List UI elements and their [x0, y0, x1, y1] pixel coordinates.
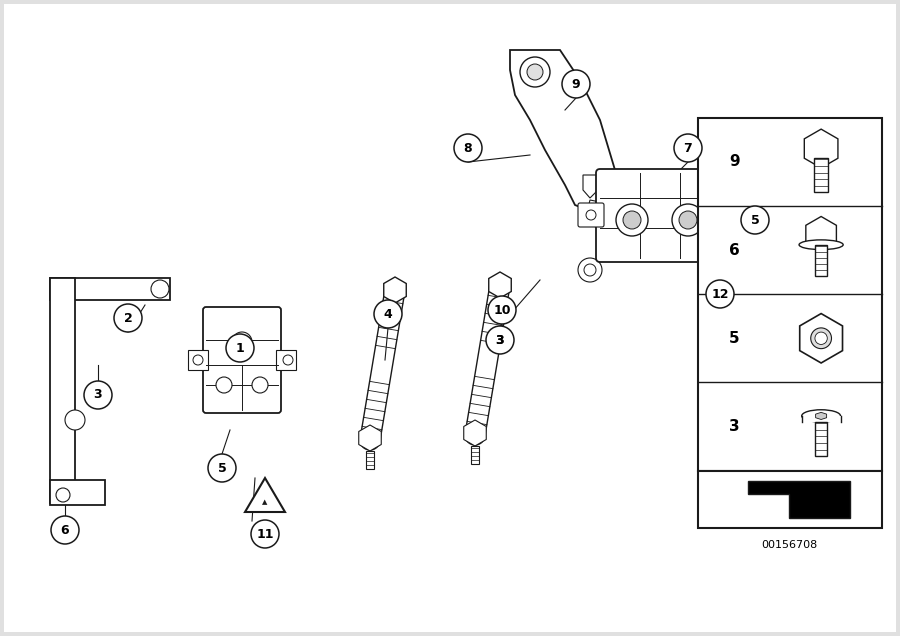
- Text: 9: 9: [572, 78, 580, 90]
- Polygon shape: [748, 481, 850, 518]
- Ellipse shape: [799, 240, 843, 249]
- Circle shape: [465, 425, 485, 445]
- Circle shape: [151, 280, 169, 298]
- Text: 11: 11: [256, 527, 274, 541]
- Polygon shape: [464, 420, 486, 446]
- Circle shape: [584, 264, 596, 276]
- Text: 5: 5: [218, 462, 227, 474]
- Circle shape: [672, 204, 704, 236]
- Bar: [188, 350, 208, 370]
- Circle shape: [252, 377, 268, 393]
- Text: 10: 10: [493, 303, 511, 317]
- Circle shape: [208, 454, 236, 482]
- Circle shape: [216, 377, 232, 393]
- Text: 3: 3: [94, 389, 103, 401]
- Circle shape: [226, 334, 254, 362]
- Circle shape: [454, 134, 482, 162]
- Polygon shape: [489, 272, 511, 298]
- Polygon shape: [800, 314, 842, 363]
- Circle shape: [562, 70, 590, 98]
- Circle shape: [486, 326, 514, 354]
- Bar: [471, 446, 479, 464]
- Circle shape: [488, 296, 516, 324]
- Text: 6: 6: [60, 523, 69, 537]
- Text: 3: 3: [496, 333, 504, 347]
- Circle shape: [586, 210, 596, 220]
- Circle shape: [65, 410, 85, 430]
- Polygon shape: [583, 175, 598, 198]
- Circle shape: [193, 355, 203, 365]
- Bar: [814, 158, 829, 192]
- Text: ▲: ▲: [717, 295, 723, 301]
- Bar: [50, 278, 75, 503]
- Text: 4: 4: [383, 307, 392, 321]
- Bar: [276, 350, 296, 370]
- Text: ▲: ▲: [262, 499, 267, 505]
- Text: 5: 5: [751, 214, 760, 226]
- Circle shape: [520, 57, 550, 87]
- FancyBboxPatch shape: [718, 201, 744, 229]
- Circle shape: [679, 211, 697, 229]
- Circle shape: [616, 204, 648, 236]
- Bar: [366, 451, 374, 469]
- Polygon shape: [702, 276, 738, 307]
- Circle shape: [706, 280, 734, 308]
- Text: 3: 3: [729, 419, 740, 434]
- Circle shape: [360, 430, 380, 450]
- Text: 2: 2: [123, 312, 132, 324]
- Polygon shape: [359, 425, 382, 451]
- Bar: [698, 471, 882, 528]
- Bar: [814, 245, 827, 275]
- Text: 7: 7: [684, 141, 692, 155]
- Bar: [698, 118, 882, 471]
- Polygon shape: [806, 216, 836, 252]
- Circle shape: [596, 208, 610, 222]
- Circle shape: [578, 258, 602, 282]
- FancyBboxPatch shape: [596, 169, 724, 262]
- Circle shape: [623, 211, 641, 229]
- Polygon shape: [360, 288, 405, 441]
- FancyBboxPatch shape: [578, 203, 604, 227]
- Circle shape: [114, 304, 142, 332]
- Text: 8: 8: [464, 141, 472, 155]
- Bar: [814, 422, 827, 455]
- Polygon shape: [383, 277, 406, 303]
- Polygon shape: [245, 478, 285, 512]
- Text: 3: 3: [496, 333, 504, 347]
- Circle shape: [232, 332, 252, 352]
- Polygon shape: [510, 50, 620, 215]
- Text: 6: 6: [729, 242, 740, 258]
- Circle shape: [814, 332, 827, 345]
- Ellipse shape: [802, 410, 841, 422]
- Circle shape: [56, 488, 70, 502]
- Polygon shape: [805, 129, 838, 168]
- Circle shape: [811, 328, 832, 349]
- Circle shape: [527, 64, 543, 80]
- FancyBboxPatch shape: [203, 307, 281, 413]
- Circle shape: [374, 300, 402, 328]
- Bar: [50, 278, 170, 300]
- Circle shape: [674, 134, 702, 162]
- Circle shape: [84, 381, 112, 409]
- Text: 12: 12: [711, 287, 729, 300]
- Bar: [802, 416, 841, 422]
- Circle shape: [741, 206, 769, 234]
- Bar: [50, 480, 105, 505]
- Text: 1: 1: [236, 342, 245, 354]
- Circle shape: [251, 520, 279, 548]
- Text: 9: 9: [729, 155, 740, 169]
- Polygon shape: [585, 200, 620, 230]
- Circle shape: [283, 355, 293, 365]
- Text: 00156708: 00156708: [761, 540, 818, 550]
- Polygon shape: [465, 284, 510, 437]
- Circle shape: [51, 516, 79, 544]
- Text: 5: 5: [729, 331, 740, 346]
- Polygon shape: [815, 412, 826, 420]
